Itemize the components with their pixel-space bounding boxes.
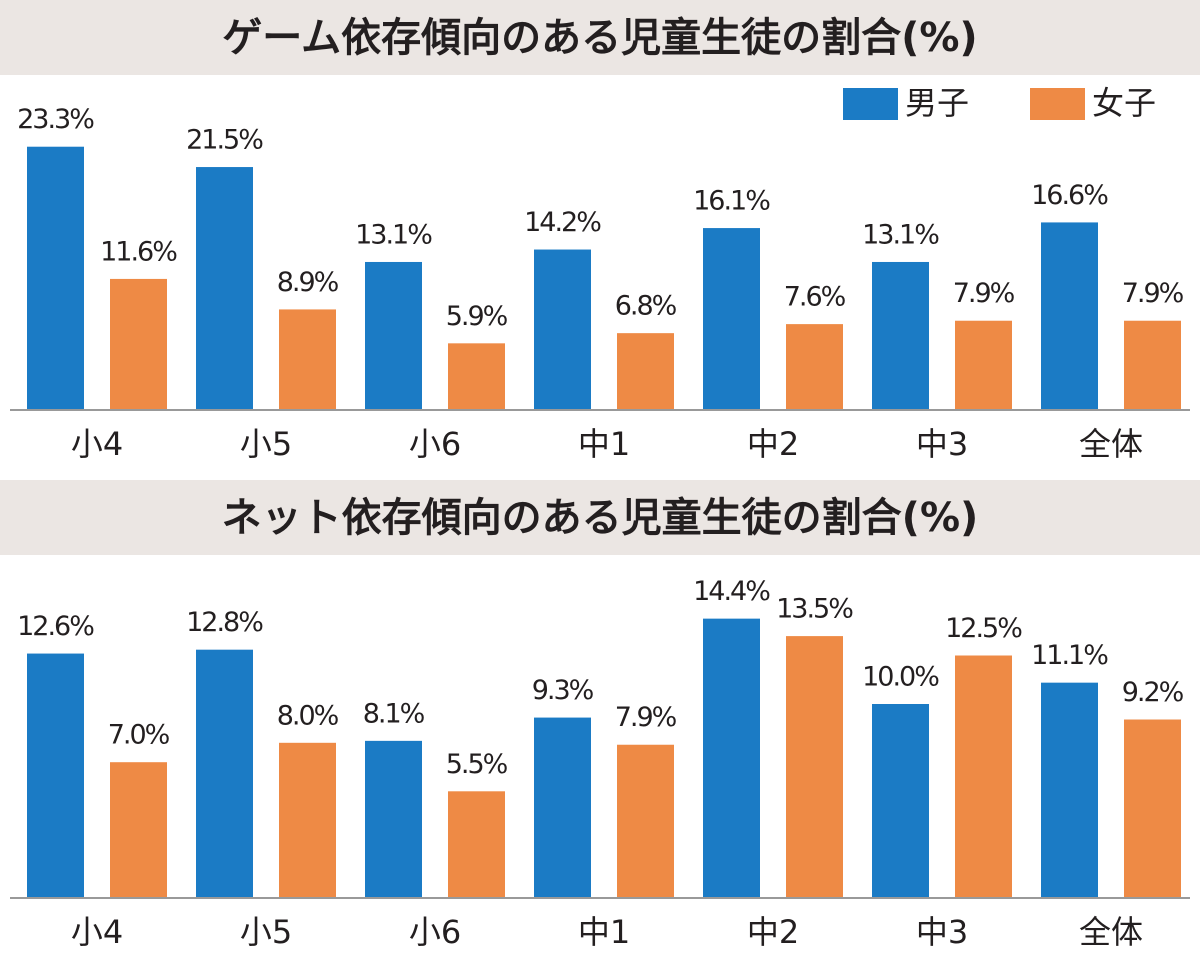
bar xyxy=(534,717,591,898)
value-label: 13.1% xyxy=(355,219,432,250)
bar xyxy=(617,744,674,898)
x-tick-label: 中2 xyxy=(747,425,799,463)
x-tick-label: 中1 xyxy=(578,425,630,463)
value-label: 7.9% xyxy=(1122,278,1184,309)
value-label: 14.2% xyxy=(524,207,601,238)
bar xyxy=(703,618,760,898)
x-tick-label: 全体 xyxy=(1079,425,1143,463)
title-band xyxy=(0,0,1200,75)
legend-swatch xyxy=(1030,88,1085,120)
bar xyxy=(365,740,422,898)
bar xyxy=(617,333,674,410)
bar xyxy=(365,261,422,410)
x-tick-label: 小6 xyxy=(409,425,461,463)
bar xyxy=(1041,682,1098,898)
value-label: 12.6% xyxy=(17,611,94,642)
x-tick-label: 中1 xyxy=(578,913,630,951)
x-tick-label: 中3 xyxy=(916,913,968,951)
value-label: 11.6% xyxy=(100,236,177,267)
bar xyxy=(955,655,1012,898)
bar xyxy=(872,704,929,898)
legend-label: 男子 xyxy=(905,84,969,122)
bar xyxy=(534,249,591,410)
bar xyxy=(1124,719,1181,898)
x-tick-label: 全体 xyxy=(1079,913,1143,951)
title-band xyxy=(0,480,1200,555)
bar xyxy=(110,762,167,898)
bar xyxy=(703,228,760,410)
bar xyxy=(1041,222,1098,410)
value-label: 5.5% xyxy=(446,749,508,780)
bar xyxy=(786,636,843,898)
value-label: 8.9% xyxy=(277,267,339,298)
bar xyxy=(786,324,843,410)
value-label: 7.0% xyxy=(108,720,170,751)
bar xyxy=(27,653,84,898)
value-label: 6.8% xyxy=(615,291,677,322)
chart-title: ゲーム依存傾向のある児童生徒の割合(%) xyxy=(222,15,977,61)
bar xyxy=(27,146,84,410)
value-label: 13.5% xyxy=(776,594,853,625)
value-label: 21.5% xyxy=(186,125,263,156)
bar xyxy=(110,278,167,410)
value-label: 8.0% xyxy=(277,700,339,731)
bar xyxy=(279,742,336,898)
bar xyxy=(955,320,1012,410)
value-label: 7.9% xyxy=(615,702,677,733)
value-label: 5.9% xyxy=(446,301,508,332)
x-tick-label: 中2 xyxy=(747,913,799,951)
legend-label: 女子 xyxy=(1092,84,1156,122)
x-tick-label: 小4 xyxy=(71,425,123,463)
bar xyxy=(1124,320,1181,410)
x-tick-label: 小4 xyxy=(71,913,123,951)
chart-title: ネット依存傾向のある児童生徒の割合(%) xyxy=(222,495,979,541)
bar xyxy=(448,791,505,898)
bar xyxy=(196,167,253,410)
value-label: 11.1% xyxy=(1031,640,1108,671)
value-label: 9.2% xyxy=(1122,677,1184,708)
value-label: 10.0% xyxy=(862,662,939,693)
value-label: 13.1% xyxy=(862,219,939,250)
value-label: 12.5% xyxy=(945,613,1022,644)
bar xyxy=(448,343,505,410)
x-tick-label: 小6 xyxy=(409,913,461,951)
value-label: 7.6% xyxy=(784,282,846,313)
value-label: 9.3% xyxy=(532,675,594,706)
x-tick-label: 小5 xyxy=(240,913,292,951)
value-label: 23.3% xyxy=(17,104,94,135)
value-label: 16.1% xyxy=(693,186,770,217)
value-label: 8.1% xyxy=(363,698,425,729)
value-label: 12.8% xyxy=(186,607,263,638)
value-label: 7.9% xyxy=(953,278,1015,309)
legend-swatch xyxy=(843,88,898,120)
bar xyxy=(279,309,336,410)
value-label: 14.4% xyxy=(693,576,770,607)
bar xyxy=(872,261,929,410)
bar xyxy=(196,649,253,898)
value-label: 16.6% xyxy=(1031,180,1108,211)
x-tick-label: 小5 xyxy=(240,425,292,463)
x-tick-label: 中3 xyxy=(916,425,968,463)
